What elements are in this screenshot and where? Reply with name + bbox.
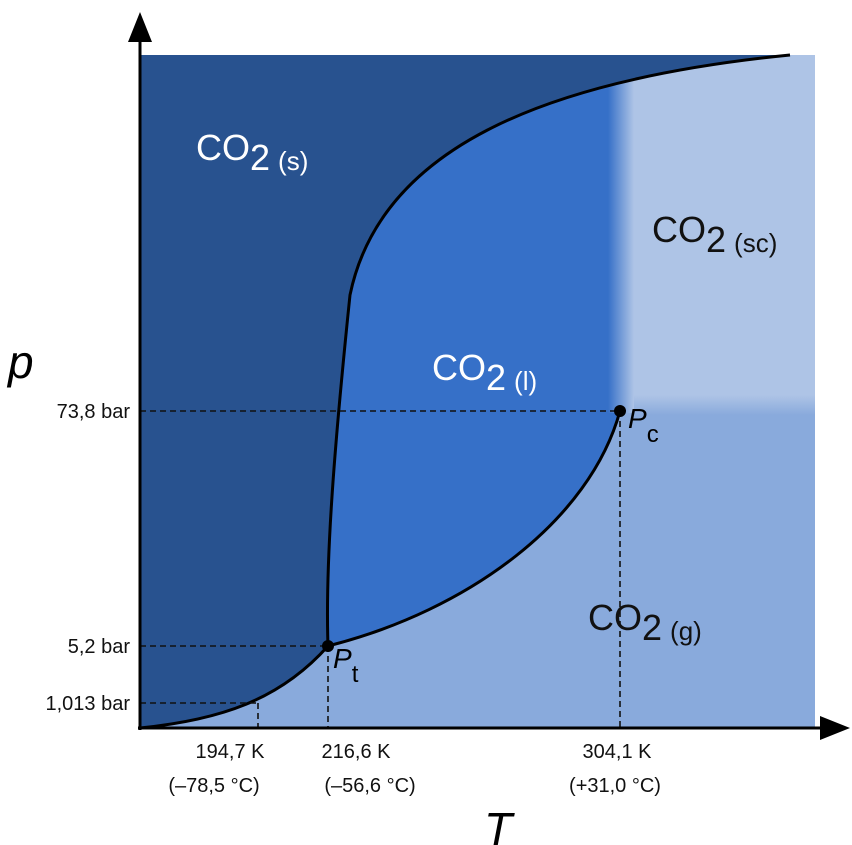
triple-point-sub: t: [352, 661, 359, 688]
temperature-tick-triple-k: 216,6 K: [322, 741, 392, 763]
y-axis-arrowhead: [128, 12, 152, 42]
triple-point-marker: [322, 640, 334, 652]
liquid-supercritical-blend: [608, 55, 634, 413]
solid-phase-label: CO2 (s): [196, 127, 308, 178]
liquid-region: [327, 55, 790, 646]
melting-curve: [325, 53, 791, 647]
critical-point-base: P: [628, 403, 647, 434]
temperature-tick-sublimation-k: 194,7 K: [196, 741, 266, 763]
solid-phase-sub: 2: [250, 137, 270, 178]
temperature-tick-triple-c: (–56,6 °C): [324, 775, 415, 797]
supercritical-phase-label: CO2 (sc): [652, 209, 777, 260]
critical-point-label: Pc: [628, 403, 659, 448]
gas-phase-label: CO2 (g): [588, 597, 702, 648]
triple-point-label: Pt: [333, 643, 359, 688]
gas-phase-sub: 2: [642, 607, 662, 648]
critical-point-marker: [614, 405, 626, 417]
solid-phase-base: CO: [196, 127, 250, 168]
triple-point-base: P: [333, 643, 352, 674]
liquid-phase-sub: 2: [486, 357, 506, 398]
supercritical-gas-blend: [620, 395, 815, 415]
liquid-phase-base: CO: [432, 347, 486, 388]
temperature-tick-critical-c: (+31,0 °C): [569, 775, 661, 797]
sublimation-curve: [139, 645, 330, 730]
liquid-phase-label: CO2 (l): [432, 347, 537, 398]
gas-phase-state: (g): [670, 616, 702, 646]
critical-point-sub: c: [647, 421, 659, 448]
temperature-tick-sublimation-c: (–78,5 °C): [168, 775, 259, 797]
supercritical-phase-sub: 2: [706, 219, 726, 260]
pressure-tick-triple: 5,2 bar: [68, 636, 131, 658]
x-axis-label: T: [484, 803, 515, 845]
supercritical-region: [620, 55, 815, 407]
gas-phase-base: CO: [588, 597, 642, 638]
solid-region: [140, 55, 790, 728]
x-axis-arrowhead: [820, 716, 850, 740]
pressure-tick-critical: 73,8 bar: [57, 401, 131, 423]
pressure-tick-normal: 1,013 bar: [45, 693, 130, 715]
solid-phase-state: (s): [278, 146, 308, 176]
supercritical-phase-base: CO: [652, 209, 706, 250]
supercritical-phase-state: (sc): [734, 228, 777, 258]
vaporization-curve: [327, 410, 622, 648]
liquid-phase-state: (l): [514, 366, 537, 396]
y-axis-label: p: [6, 336, 34, 388]
temperature-tick-critical-k: 304,1 K: [583, 741, 653, 763]
